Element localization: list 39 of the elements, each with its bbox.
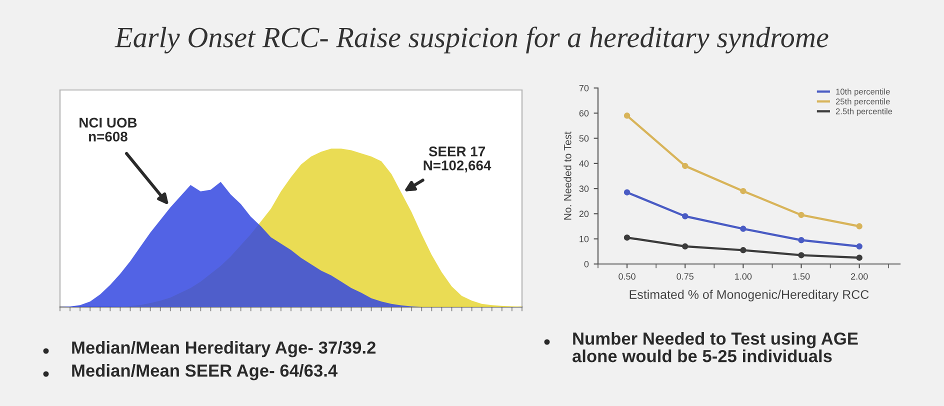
point <box>682 243 688 250</box>
y-tick-label: 40 <box>579 160 589 167</box>
text: Median/Mean SEER Age- 64/63.4 <box>72 364 338 380</box>
y-tick-label: 10 <box>580 236 589 242</box>
legend-label: 10th percentile <box>836 88 890 96</box>
y-tick-label: 50 <box>579 135 589 142</box>
point <box>682 162 688 170</box>
x-tick-label: 1.00 <box>735 273 752 280</box>
y-axis-title: No. Needed to Test <box>564 132 572 220</box>
legend-label: 2.5th percentile <box>836 108 892 116</box>
point <box>856 243 862 250</box>
point <box>798 236 804 244</box>
y-tick-label: 60 <box>579 110 589 117</box>
x-tick-label: 0.50 <box>618 273 636 280</box>
legend-label: 25th percentile <box>836 98 890 106</box>
point <box>624 234 630 241</box>
point <box>624 189 630 196</box>
point <box>856 223 862 230</box>
y-tick-label: 20 <box>579 210 589 218</box>
x-tick-label: 1.50 <box>793 273 810 280</box>
text: Number Needed to Test using AGE alone would be 5-25 individuals <box>572 332 858 362</box>
point <box>682 213 688 220</box>
y-tick-label: 70 <box>579 84 589 92</box>
x-tick-label: 0.75 <box>676 273 694 280</box>
point <box>798 212 804 218</box>
point <box>740 188 746 194</box>
chart-title: Early Onset RCC- Raise suspicion for a hereditary syndrome <box>114 26 828 54</box>
point <box>740 247 746 254</box>
text: Median/Mean Hereditary Age- 37/39.2 <box>72 341 376 358</box>
text: SEER 17 N=102,664 <box>424 146 492 172</box>
point <box>798 252 804 258</box>
text: NCI UOB n=608 <box>80 118 137 142</box>
x-tick-label: 2.00 <box>851 273 868 280</box>
x-axis-title: Estimated % of Monogenic/Hereditary RCC <box>630 290 869 302</box>
point <box>856 254 862 261</box>
y-tick-label: 30 <box>579 186 589 192</box>
point <box>740 226 746 232</box>
y-tick-label: 0 <box>584 260 589 268</box>
point <box>624 112 630 119</box>
